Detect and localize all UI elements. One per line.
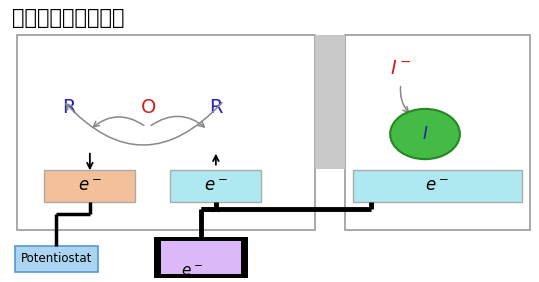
FancyBboxPatch shape <box>44 170 135 202</box>
FancyBboxPatch shape <box>17 35 315 230</box>
FancyBboxPatch shape <box>15 246 98 272</box>
Text: $e^-$: $e^-$ <box>425 177 449 195</box>
Text: $I^-$: $I^-$ <box>390 59 412 78</box>
Text: $I$: $I$ <box>422 125 428 143</box>
Text: $e^-$: $e^-$ <box>204 177 228 195</box>
Text: R: R <box>209 98 223 117</box>
FancyBboxPatch shape <box>161 241 241 274</box>
FancyBboxPatch shape <box>344 35 530 230</box>
Text: $e^-$: $e^-$ <box>181 264 203 279</box>
Text: R: R <box>61 98 75 117</box>
FancyBboxPatch shape <box>170 170 261 202</box>
Ellipse shape <box>390 109 460 159</box>
Text: 还原态物质的预电解: 还原态物质的预电解 <box>12 8 125 28</box>
Text: O: O <box>141 98 156 117</box>
Text: Potentiostat: Potentiostat <box>20 252 92 265</box>
FancyBboxPatch shape <box>154 237 248 278</box>
FancyBboxPatch shape <box>315 35 344 169</box>
FancyBboxPatch shape <box>353 170 522 202</box>
Text: $e^-$: $e^-$ <box>78 177 102 195</box>
